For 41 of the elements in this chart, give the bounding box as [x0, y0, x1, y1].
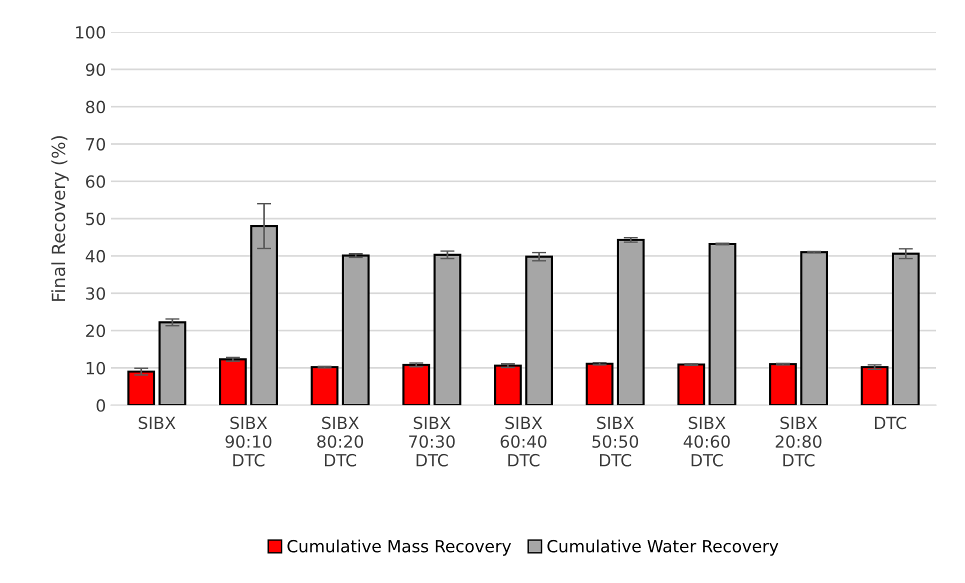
y-tick-label: 100: [76, 26, 106, 39]
y-tick-label: 40: [86, 250, 106, 263]
bar: [892, 252, 920, 406]
bar: [708, 242, 736, 406]
bar: [342, 254, 370, 406]
x-tick-label: SIBX 60:40 DTC: [500, 416, 546, 467]
bar: [860, 366, 889, 406]
bar: [586, 362, 614, 406]
y-tick-label: 70: [86, 138, 106, 151]
x-tick-label: SIBX 50:50 DTC: [592, 416, 638, 467]
x-tick-label: SIBX 70:30 DTC: [409, 416, 455, 467]
bar: [769, 363, 797, 406]
legend-label: Cumulative Water Recovery: [547, 540, 778, 556]
y-tick-label: 50: [86, 212, 106, 226]
y-tick-label: 90: [86, 63, 106, 76]
bar: [494, 364, 522, 406]
bar: [800, 251, 828, 406]
x-tick-label: SIBX: [138, 416, 176, 430]
bar: [127, 370, 156, 406]
bar: [677, 363, 706, 406]
bar: [158, 321, 186, 406]
bar: [434, 254, 462, 406]
bar: [250, 225, 278, 406]
bar: [219, 358, 247, 406]
y-axis-title: Final Recovery (%): [51, 136, 69, 301]
y-tick-label: 80: [86, 100, 106, 114]
bar: [310, 366, 338, 406]
y-tick-label: 0: [96, 399, 106, 412]
y-tick-label: 10: [86, 362, 106, 374]
x-tick-label: DTC: [875, 416, 906, 430]
x-tick-label: SIBX 80:20 DTC: [317, 416, 364, 467]
y-tick-label: 60: [86, 175, 106, 188]
bar: [402, 364, 430, 406]
bar: [525, 256, 553, 406]
x-tick-label: SIBX 40:60 DTC: [684, 416, 730, 467]
x-tick-label: SIBX 20:80 DTC: [776, 416, 822, 467]
y-tick-label: 30: [86, 287, 106, 300]
bar: [616, 238, 645, 406]
x-tick-label: SIBX 90:10 DTC: [226, 416, 272, 467]
legend-label: Cumulative Mass Recovery: [287, 540, 512, 556]
y-tick-label: 20: [86, 324, 106, 338]
